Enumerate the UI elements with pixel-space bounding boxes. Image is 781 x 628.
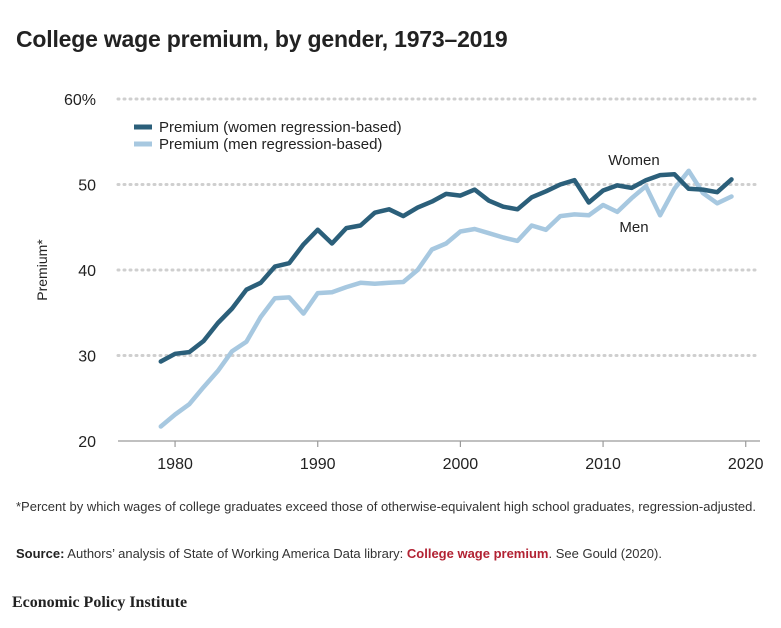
y-tick-label: 40 xyxy=(78,263,96,280)
legend-label-women: Premium (women regression-based) xyxy=(159,119,402,136)
source-label: Source: xyxy=(16,546,64,561)
legend: Premium (women regression-based)Premium … xyxy=(134,119,402,153)
line-chart: 20 30 40 50 60% 1980 1990 2000 2010 2020 Premium… xyxy=(0,0,781,495)
y-axis-ticks: 20 30 40 50 60% xyxy=(64,92,96,451)
x-tick-label: 2020 xyxy=(728,456,764,473)
y-tick-label: 50 xyxy=(78,178,96,195)
y-axis-label: Premium* xyxy=(34,239,50,301)
footnote: *Percent by which wages of college gradu… xyxy=(16,496,756,517)
y-tick-label: 20 xyxy=(78,434,96,451)
source-text-after: . See Gould (2020). xyxy=(548,546,661,561)
women-series-line xyxy=(161,174,732,361)
x-tick-label: 2000 xyxy=(443,456,479,473)
men-series-line xyxy=(161,171,732,427)
y-tick-label: 60% xyxy=(64,92,96,109)
annotation-men: Men xyxy=(619,219,648,236)
legend-label-men: Premium (men regression-based) xyxy=(159,136,382,153)
x-tick-label: 1980 xyxy=(157,456,193,473)
x-axis: 1980 1990 2000 2010 2020 xyxy=(118,441,764,473)
x-tick-label: 1990 xyxy=(300,456,336,473)
source-text-before: Authors’ analysis of State of Working Am… xyxy=(64,546,406,561)
series-lines xyxy=(161,171,732,427)
annotation-women: Women xyxy=(608,152,659,169)
publisher-logo-text: Economic Policy Institute xyxy=(12,594,187,612)
y-tick-label: 30 xyxy=(78,349,96,366)
source-link[interactable]: College wage premium xyxy=(407,546,549,561)
x-tick-label: 2010 xyxy=(585,456,621,473)
source-note: Source: Authors’ analysis of State of Wo… xyxy=(16,543,756,564)
